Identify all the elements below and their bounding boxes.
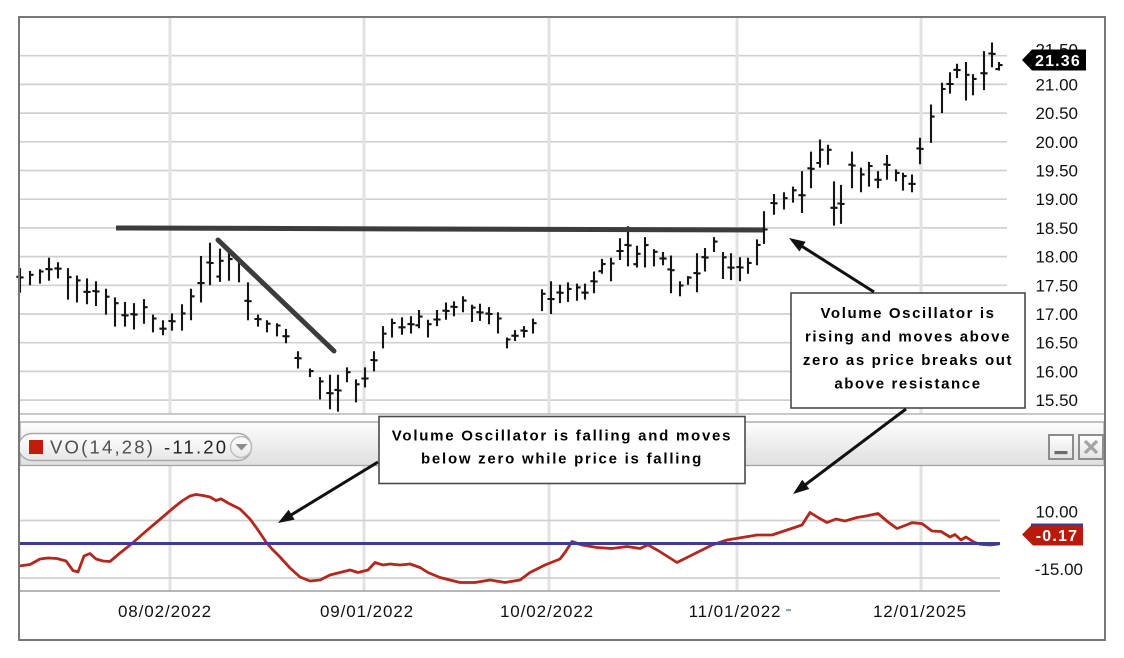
svg-text:VO(14,28): VO(14,28) [50,437,155,458]
svg-text:18.50: 18.50 [1035,219,1078,238]
svg-text:08/02/2022: 08/02/2022 [118,602,212,621]
svg-text:Volume Oscillator is: Volume Oscillator is [820,305,995,322]
svg-text:15.50: 15.50 [1035,391,1078,410]
svg-text:10/02/2022: 10/02/2022 [500,602,594,621]
svg-text:20.00: 20.00 [1035,133,1078,152]
svg-text:19.50: 19.50 [1035,162,1078,181]
svg-text:-0.17: -0.17 [1036,528,1078,545]
svg-text:19.00: 19.00 [1035,190,1078,209]
svg-text:16.50: 16.50 [1035,334,1078,353]
svg-text:21.36: 21.36 [1035,53,1081,70]
svg-text:18.00: 18.00 [1035,248,1078,267]
svg-text:16.00: 16.00 [1035,362,1078,381]
svg-text:09/01/2022: 09/01/2022 [320,602,414,621]
svg-text:-15.00: -15.00 [1035,560,1083,579]
svg-text:17.00: 17.00 [1035,305,1078,324]
svg-text:10.00: 10.00 [1035,503,1078,522]
svg-text:Volume Oscillator is falling a: Volume Oscillator is falling and moves [392,428,732,445]
svg-text:20.50: 20.50 [1035,104,1078,123]
svg-text:below zero while price is fall: below zero while price is falling [421,451,703,468]
svg-text:rising and moves above: rising and moves above [805,329,1011,346]
svg-text:-11.20: -11.20 [164,437,228,458]
svg-text:17.50: 17.50 [1035,276,1078,295]
svg-text:above resistance: above resistance [834,376,981,393]
svg-text:11/01/2022: 11/01/2022 [689,602,782,621]
svg-text:21.00: 21.00 [1035,75,1078,94]
svg-text:zero as price breaks out: zero as price breaks out [803,352,1013,369]
svg-text:12/01/2025: 12/01/2025 [873,602,967,621]
